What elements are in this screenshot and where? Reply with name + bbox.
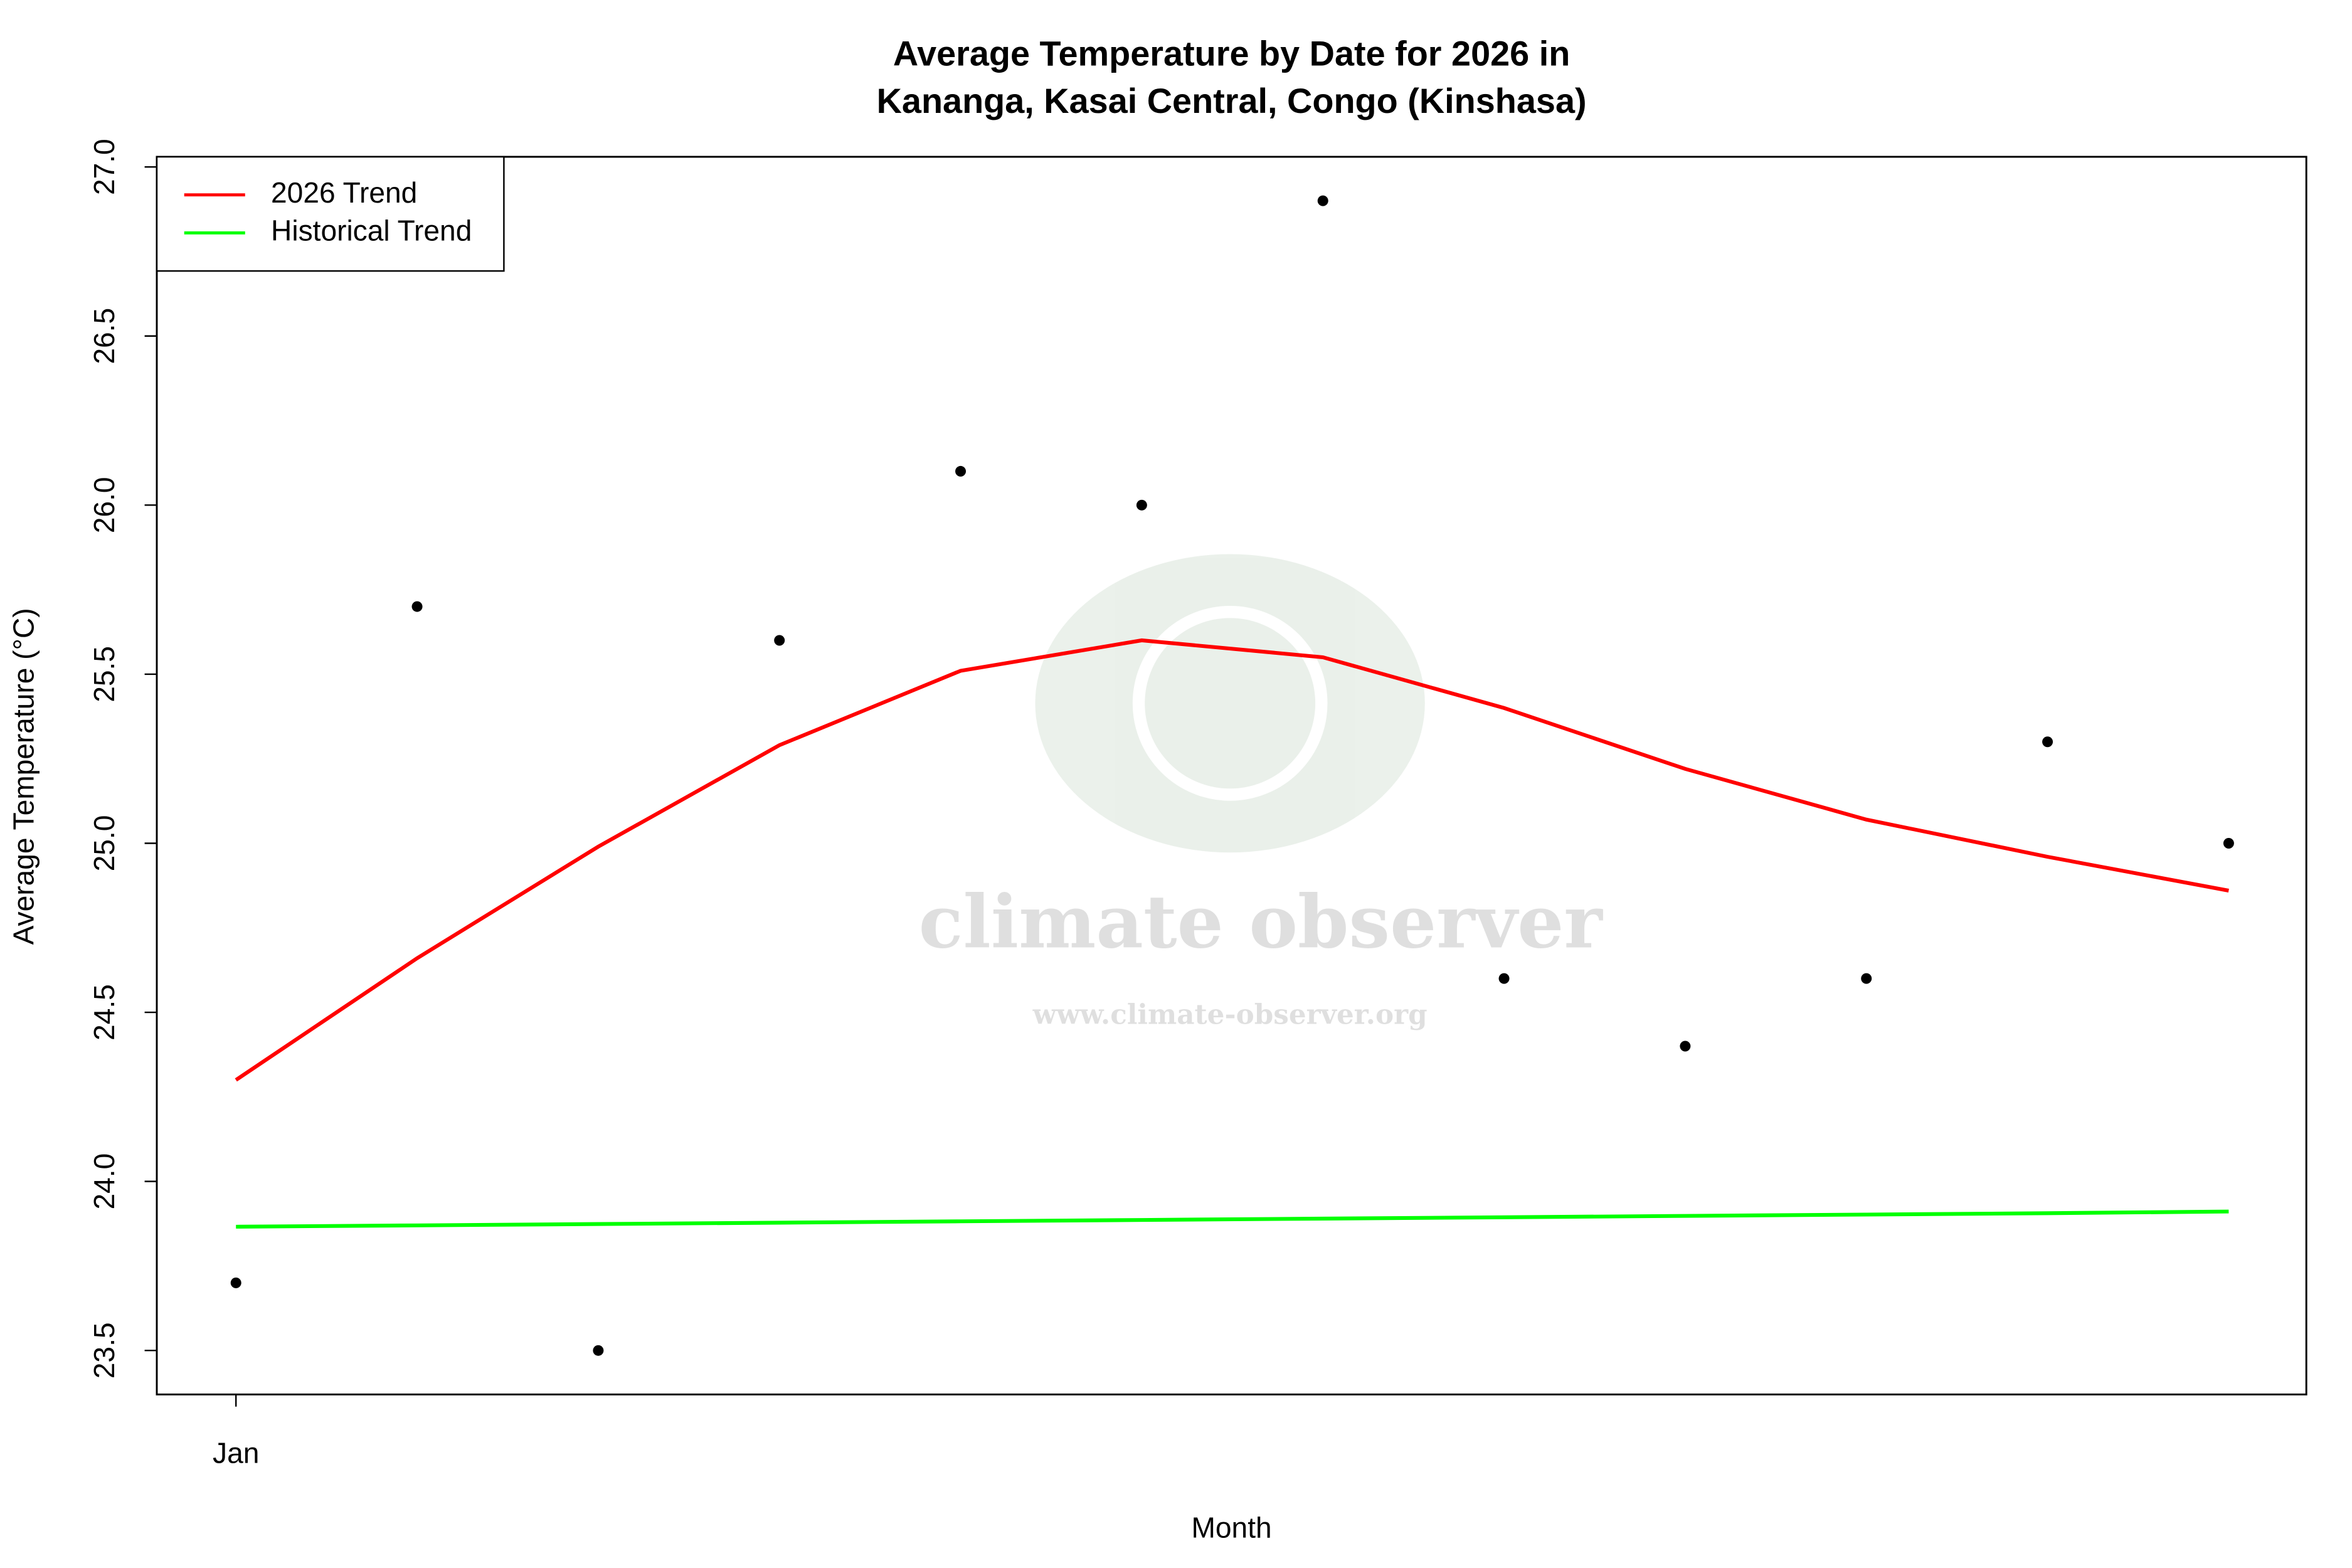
chart-subtitle: Kananga, Kasai Central, Congo (Kinshasa) (877, 81, 1587, 120)
data-point (774, 635, 785, 646)
legend-box (156, 156, 505, 272)
data-point (1680, 1041, 1691, 1052)
legend-label: 2026 Trend (271, 176, 417, 209)
legend-label: Historical Trend (271, 215, 472, 247)
y-tick-label: 26.0 (88, 477, 120, 533)
x-tick-label: Jan (213, 1437, 259, 1470)
data-point (955, 465, 967, 477)
trend-line (236, 1209, 2229, 1229)
data-point (411, 601, 423, 612)
chart-title: Average Temperature by Date for 2026 in (893, 34, 1570, 73)
watermark: climate observer www.climate-observer.or… (919, 554, 1604, 1030)
y-tick-label: 25.0 (88, 815, 120, 872)
data-point (1317, 195, 1328, 206)
x-axis-label: Month (1192, 1512, 1272, 1544)
y-tick-label: 23.5 (88, 1322, 120, 1379)
data-point (1861, 973, 1872, 984)
plot-frame (156, 156, 2307, 1396)
data-point (593, 1345, 604, 1356)
watermark-globe (1132, 606, 1328, 801)
data-point (1136, 499, 1147, 511)
watermark-text: climate observer (919, 880, 1604, 965)
data-point (1498, 973, 1510, 984)
y-axis-label: Average Temperature (°C) (7, 608, 40, 945)
data-point (2223, 837, 2234, 849)
y-tick-label: 24.5 (88, 984, 120, 1041)
y-tick-label: 24.0 (88, 1153, 120, 1210)
y-tick-label: 27.0 (88, 139, 120, 195)
data-point (2042, 736, 2053, 748)
legend: 2026 Trend Historical Trend (156, 156, 505, 272)
y-tick-label: 25.5 (88, 646, 120, 702)
watermark-url: www.climate-observer.org (1032, 999, 1428, 1030)
y-tick-label: 26.5 (88, 308, 120, 364)
data-point (230, 1277, 241, 1288)
watermark-logo (1035, 554, 1425, 853)
trend-line (235, 638, 2229, 1082)
